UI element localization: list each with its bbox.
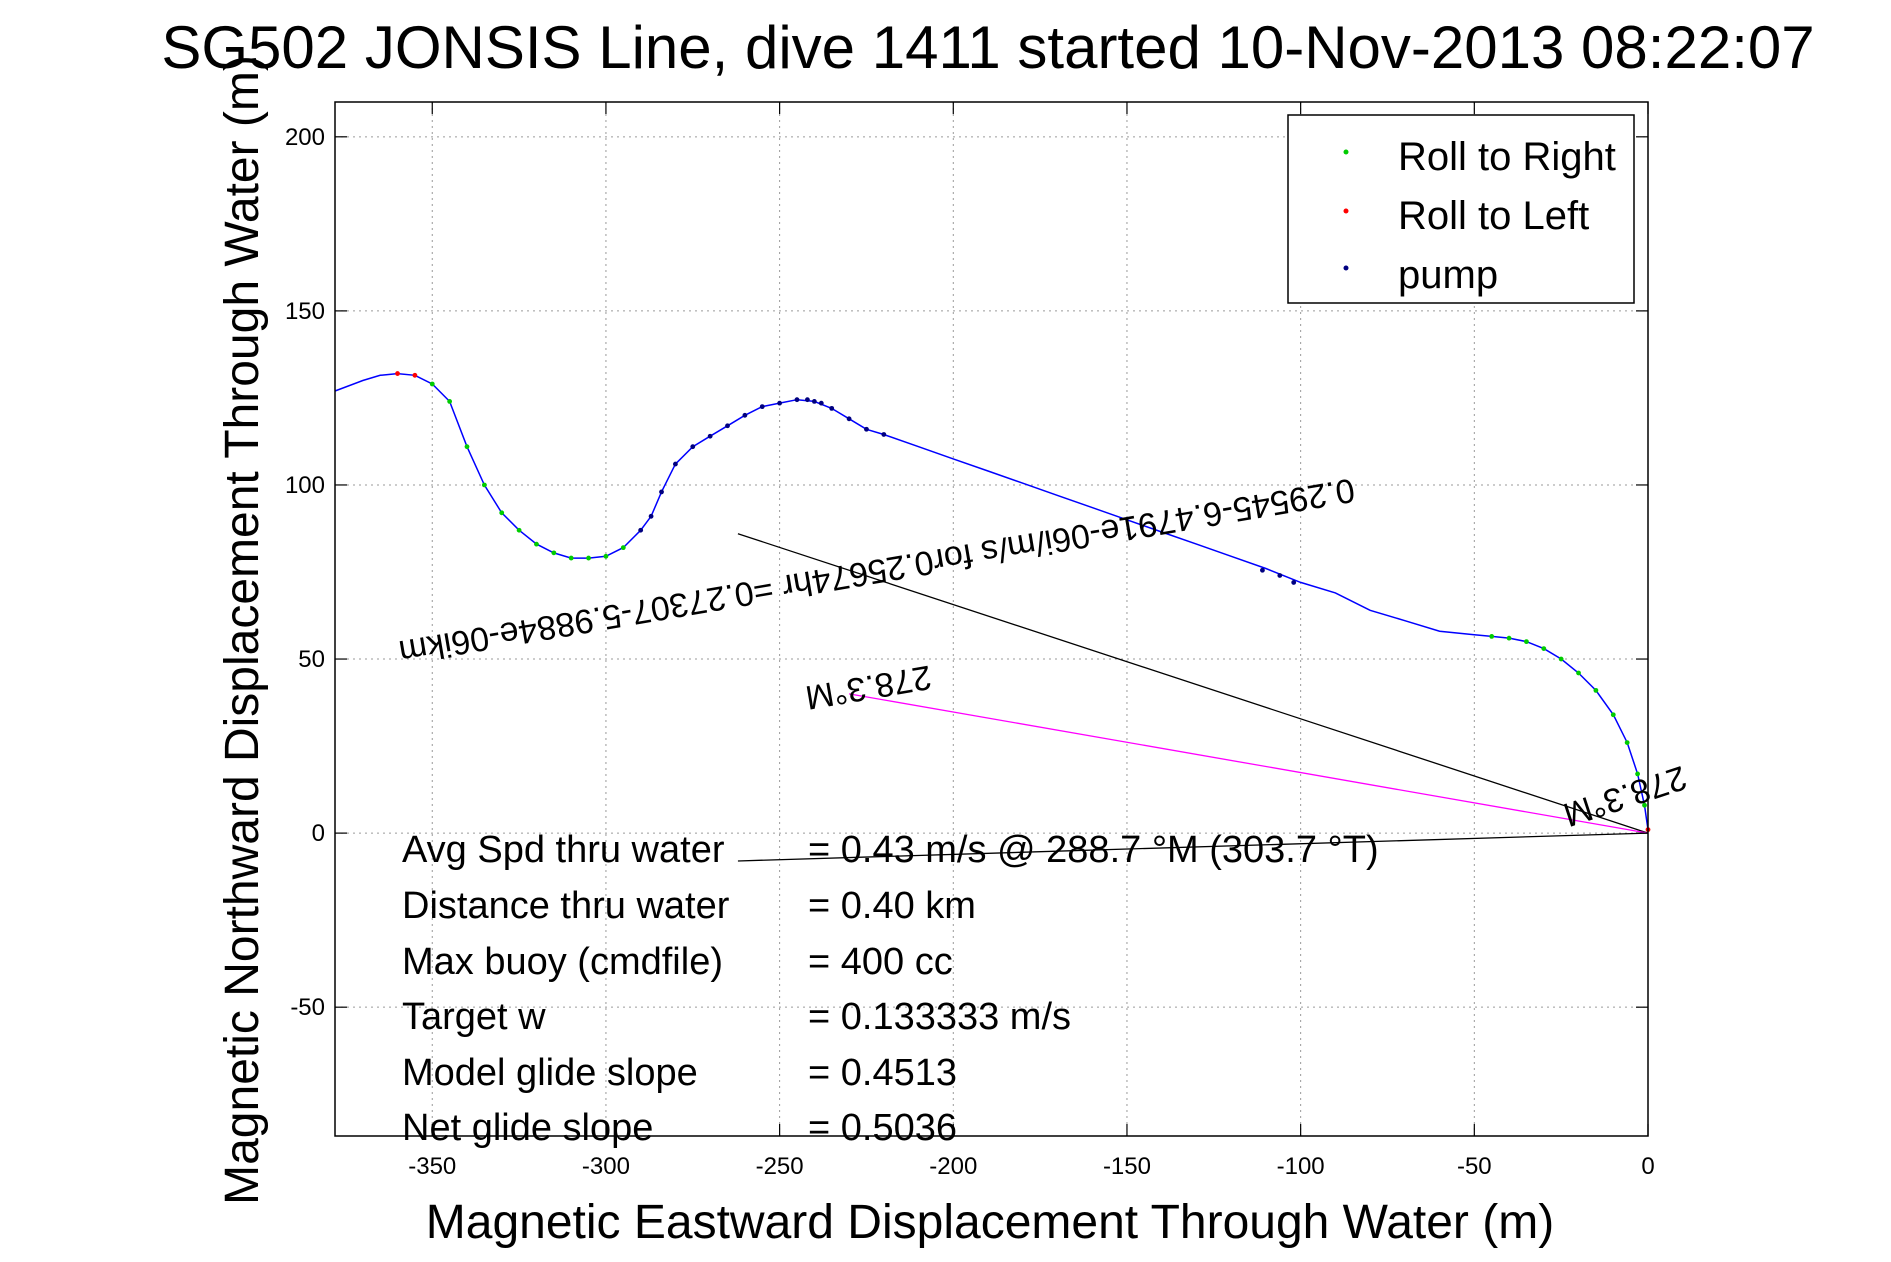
stat-value: = 0.133333 m/s bbox=[808, 996, 1071, 1038]
roll-right-series bbox=[429, 381, 1647, 808]
dive-stats: Avg Spd thru water = 0.43 m/s @ 288.7 °M… bbox=[402, 829, 1379, 1149]
pump-point bbox=[638, 527, 644, 533]
x-tick-label: -350 bbox=[408, 1153, 456, 1180]
pump-point bbox=[690, 444, 696, 450]
stat-label: Max buoy (cmdfile) bbox=[402, 941, 723, 983]
legend-label-roll-left: Roll to Left bbox=[1398, 194, 1589, 238]
roll-right-point bbox=[1593, 687, 1599, 693]
stat-label: Target w bbox=[402, 996, 546, 1038]
roll-right-point bbox=[620, 545, 626, 551]
roll-right-point bbox=[551, 550, 557, 556]
track-series-line bbox=[334, 372, 1649, 830]
roll-right-point bbox=[447, 399, 453, 404]
guide-segment bbox=[737, 533, 1649, 834]
y-tick-label: 100 bbox=[285, 472, 325, 499]
legend-label-pump: pump bbox=[1398, 253, 1498, 297]
roll-right-point bbox=[1610, 712, 1616, 718]
pump-point bbox=[829, 405, 835, 411]
x-tick-label: -150 bbox=[1103, 1153, 1151, 1180]
pump-point bbox=[648, 513, 654, 519]
x-tick-label: -100 bbox=[1277, 1153, 1325, 1180]
x-tick-label: -250 bbox=[756, 1153, 804, 1180]
stat-label: Net glide slope bbox=[402, 1107, 653, 1149]
y-tick-labels: -50 0 50 100 150 200 bbox=[285, 124, 325, 1021]
stat-value: = 0.4513 bbox=[808, 1052, 957, 1094]
y-tick-label: 200 bbox=[285, 124, 325, 151]
chart-title: SG502 JONSIS Line, dive 1411 started 10-… bbox=[161, 14, 1814, 81]
roll-left-series bbox=[395, 371, 1651, 833]
pump-point bbox=[742, 412, 748, 418]
legend: Roll to Right Roll to Left pump bbox=[1287, 114, 1635, 304]
pump-point bbox=[759, 404, 765, 410]
legend-marker-pump bbox=[1343, 265, 1349, 271]
roll-right-point bbox=[429, 381, 435, 387]
roll-right-point bbox=[516, 527, 522, 533]
pump-point bbox=[846, 416, 852, 422]
y-axis-label: Magnetic Northward Displacement Through … bbox=[216, 55, 269, 1205]
chart-marks bbox=[334, 371, 1651, 862]
pump-point bbox=[707, 433, 713, 439]
plot-frame bbox=[334, 101, 1649, 1137]
stat-value: = 0.5036 bbox=[808, 1107, 957, 1149]
stat-value: = 0.43 m/s @ 288.7 °M (303.7 °T) bbox=[808, 829, 1379, 871]
pump-point bbox=[811, 399, 817, 404]
pump-point bbox=[725, 423, 730, 429]
y-tick-label: 50 bbox=[298, 646, 325, 673]
guide-segment bbox=[848, 693, 1649, 834]
guide-segment bbox=[737, 832, 1649, 862]
guide-segments bbox=[737, 533, 1649, 862]
stat-label: Avg Spd thru water bbox=[402, 829, 725, 871]
stat-value: = 0.40 km bbox=[808, 885, 976, 927]
stat-label: Model glide slope bbox=[402, 1052, 698, 1094]
roll-right-point bbox=[1558, 656, 1564, 662]
roll-right-point bbox=[1576, 670, 1581, 676]
legend-marker-roll-right bbox=[1343, 149, 1349, 155]
roll-right-point bbox=[568, 555, 574, 561]
roll-right-point bbox=[1506, 635, 1512, 641]
pump-point bbox=[864, 426, 869, 432]
pump-point bbox=[805, 397, 810, 403]
y-tick-label: -50 bbox=[290, 994, 325, 1021]
roll-right-point bbox=[499, 510, 505, 516]
pump-point bbox=[659, 489, 664, 495]
pump-point bbox=[818, 400, 824, 406]
pump-point bbox=[673, 461, 678, 467]
x-tick-label: -200 bbox=[929, 1153, 977, 1180]
roll-right-point bbox=[1635, 771, 1640, 777]
roll-right-point bbox=[1524, 639, 1529, 645]
x-tick-label: -50 bbox=[1457, 1153, 1492, 1180]
roll-left-point bbox=[395, 371, 400, 376]
roll-right-point bbox=[603, 553, 609, 559]
roll-right-point bbox=[586, 555, 591, 561]
x-tick-label: -300 bbox=[582, 1153, 630, 1180]
roll-right-point bbox=[1624, 740, 1630, 745]
pump-point bbox=[794, 397, 800, 403]
legend-marker-roll-left bbox=[1343, 208, 1349, 214]
roll-right-point bbox=[464, 444, 470, 450]
roll-right-point bbox=[481, 482, 487, 488]
pump-point bbox=[777, 400, 783, 406]
roll-right-point bbox=[534, 541, 539, 547]
roll-right-point bbox=[1642, 802, 1647, 808]
pump-point bbox=[1277, 573, 1283, 578]
stat-label: Distance thru water bbox=[402, 885, 730, 927]
legend-label-roll-right: Roll to Right bbox=[1398, 135, 1616, 179]
y-tick-label: 150 bbox=[285, 298, 325, 325]
x-tick-label: 0 bbox=[1641, 1153, 1654, 1180]
stat-value: = 400 cc bbox=[808, 941, 953, 983]
x-tick-labels: -350 -300 -250 -200 -150 -100 -50 0 bbox=[408, 1153, 1654, 1180]
y-tick-label: 0 bbox=[312, 820, 325, 847]
roll-right-point bbox=[1489, 634, 1495, 639]
axis-ticks bbox=[335, 102, 1649, 1136]
roll-left-point bbox=[412, 372, 418, 378]
pump-series bbox=[638, 397, 1297, 585]
roll-right-point bbox=[1541, 646, 1547, 651]
x-axis-label: Magnetic Eastward Displacement Through W… bbox=[426, 1196, 1554, 1249]
pump-point bbox=[1260, 567, 1265, 573]
pump-point bbox=[1291, 580, 1297, 585]
pump-point bbox=[881, 432, 887, 437]
